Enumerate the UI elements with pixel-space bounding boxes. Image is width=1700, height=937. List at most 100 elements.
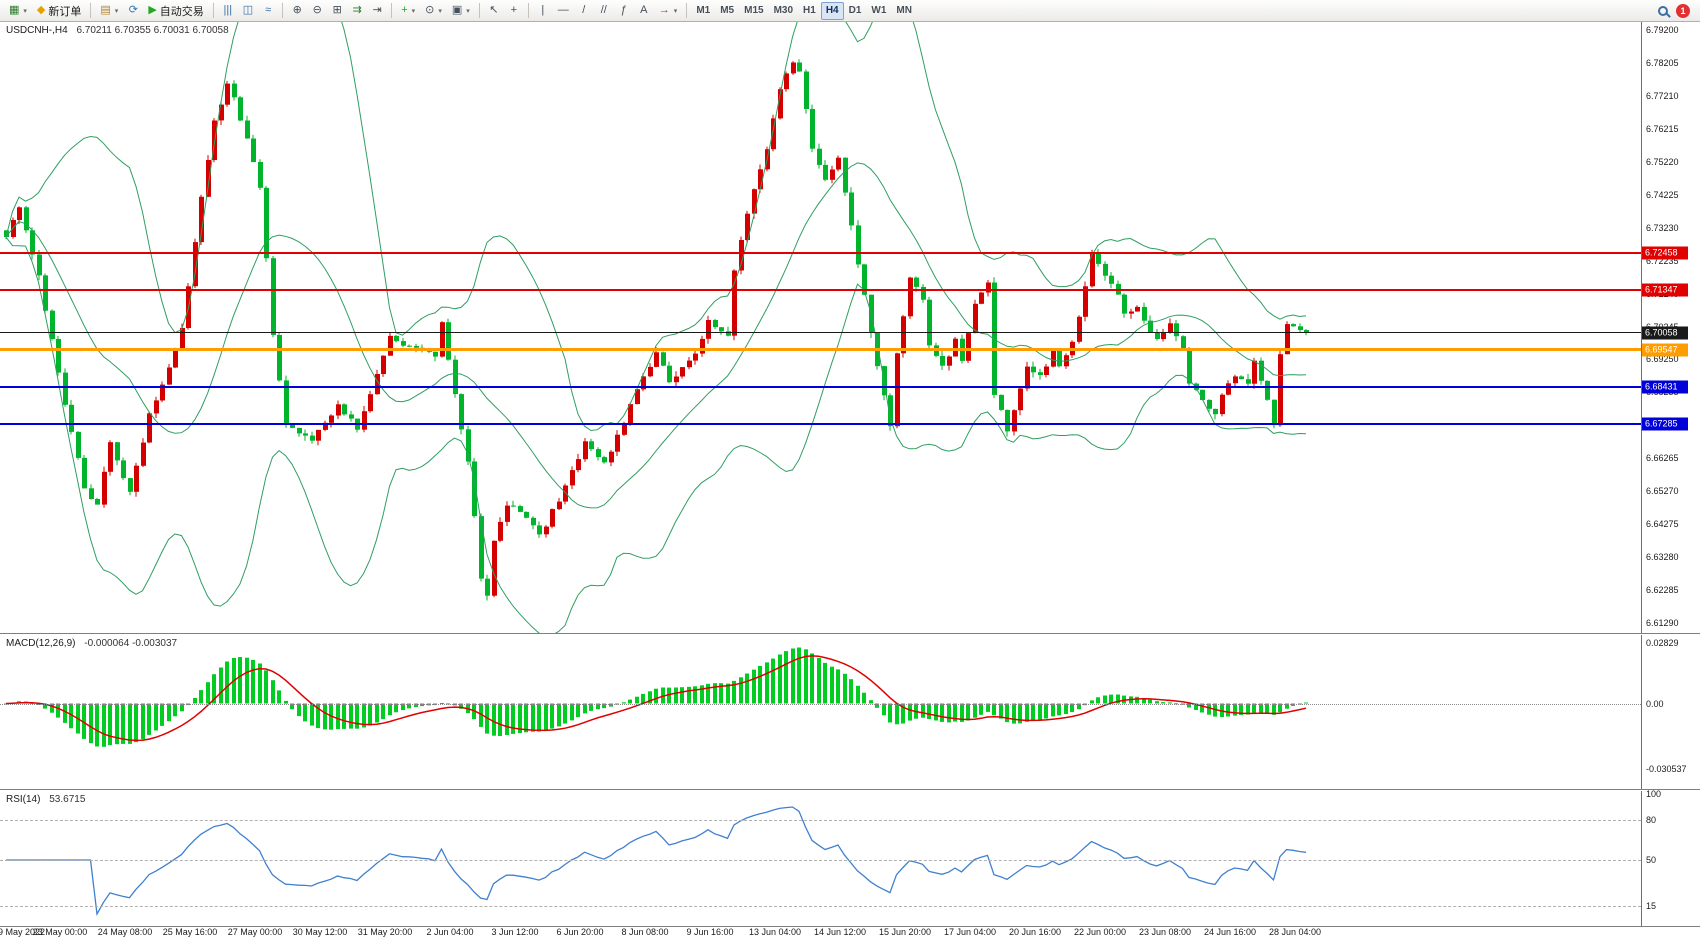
timeframe-button-m5[interactable]: M5 bbox=[720, 5, 735, 16]
timeframe-button-w1[interactable]: W1 bbox=[871, 5, 887, 16]
trendline-icon: / bbox=[582, 4, 586, 16]
macd-axis-label: 0.00 bbox=[1646, 698, 1664, 709]
macd-values: -0.000064 -0.003037 bbox=[84, 638, 178, 649]
price-hline-6.67285[interactable] bbox=[0, 423, 1641, 426]
price-hline-6.69547[interactable] bbox=[0, 348, 1641, 352]
auto-scroll-button[interactable]: ⇉ bbox=[347, 1, 367, 21]
toolbar-separator bbox=[90, 3, 92, 18]
bars-chart-button[interactable]: ||| bbox=[218, 1, 238, 21]
time-axis-label: 27 May 00:00 bbox=[227, 927, 283, 937]
candlestick-chart-icon: ◫ bbox=[242, 4, 254, 16]
new-chart-button[interactable]: ▦ ▾ bbox=[4, 1, 32, 21]
refresh-button[interactable]: ⟳ bbox=[123, 1, 143, 21]
notification-badge[interactable]: 1 bbox=[1676, 3, 1690, 18]
search-icon[interactable] bbox=[1658, 5, 1668, 16]
rsi-level-line-15 bbox=[0, 906, 1641, 908]
profiles-icon: ▤ bbox=[100, 4, 111, 16]
caret-down-icon: ▾ bbox=[23, 7, 27, 15]
auto-scroll-icon: ⇉ bbox=[352, 4, 362, 16]
macd-plot-area[interactable] bbox=[0, 635, 1641, 789]
timeframe-button-m1[interactable]: M1 bbox=[696, 5, 711, 16]
price-axis-label: 6.78205 bbox=[1646, 58, 1679, 69]
price-hline-6.68431[interactable] bbox=[0, 385, 1641, 388]
caret-down-icon: ▾ bbox=[466, 7, 470, 15]
rsi-axis[interactable]: 100 80 50 15 bbox=[1641, 789, 1700, 926]
line-chart-button[interactable]: ≈ bbox=[258, 1, 278, 21]
price-badge: 6.67285 bbox=[1642, 417, 1688, 431]
fibonacci-button[interactable]: ƒ bbox=[614, 1, 634, 21]
indicators-button[interactable]: + ▾ bbox=[396, 1, 420, 21]
time-axis-label: 25 May 16:00 bbox=[162, 927, 218, 937]
timeframe-button-m15[interactable]: M15 bbox=[744, 5, 764, 16]
time-axis-label: 31 May 20:00 bbox=[357, 927, 413, 937]
timeframe-button-d1[interactable]: D1 bbox=[848, 5, 862, 16]
rsi-level-line-80 bbox=[0, 820, 1641, 822]
toolbar-separator bbox=[282, 3, 284, 18]
time-axis[interactable]: 9 May 2022 23 May 00:00 24 May 08:00 25 May… bbox=[0, 927, 1700, 937]
price-hline-6.72458[interactable] bbox=[0, 252, 1641, 255]
vertical-line-button[interactable]: | bbox=[533, 1, 553, 21]
new-order-button[interactable]: ◆ 新订单 bbox=[32, 1, 86, 21]
periods-button[interactable]: ⊙ ▾ bbox=[420, 1, 447, 21]
indicators-plus-icon: + bbox=[401, 4, 408, 16]
toolbar-separator bbox=[391, 3, 393, 18]
rsi-axis-label: 100 bbox=[1646, 789, 1662, 799]
price-hline-6.71347[interactable] bbox=[0, 289, 1641, 292]
price-axis-label: 6.61290 bbox=[1646, 617, 1679, 628]
time-axis-label: 28 Jun 04:00 bbox=[1268, 927, 1322, 937]
cursor-button[interactable]: ↖ bbox=[484, 1, 504, 21]
auto-trading-button[interactable]: ▶ 自动交易 bbox=[143, 1, 208, 21]
time-axis-label: 17 Jun 04:00 bbox=[943, 927, 997, 937]
timeframe-button-m30[interactable]: M30 bbox=[773, 5, 794, 16]
chart-shift-button[interactable]: ⇥ bbox=[367, 1, 387, 21]
caret-down-icon: ▾ bbox=[411, 7, 416, 15]
rsi-plot-area[interactable] bbox=[0, 791, 1641, 926]
time-axis-label: 2 Jun 04:00 bbox=[426, 927, 474, 937]
time-axis-label: 6 Jun 20:00 bbox=[556, 927, 604, 937]
main-toolbar: ▦ ▾ ◆ 新订单 ▤ ▾ ⟳ ▶ 自动交易 ||| ◫ ≈ ⊕ ⊖ ⊞ ⇉ ⇥ + ▾ ⊙ ▾ ▣ ▾ ↖ + | — ///ƒ A →… bbox=[0, 0, 1700, 22]
price-axis-label: 6.63280 bbox=[1646, 551, 1679, 562]
fibonacci-icon: ƒ bbox=[620, 4, 627, 16]
price-axis-label: 6.73230 bbox=[1646, 222, 1679, 233]
rsi-value: 53.6715 bbox=[49, 794, 86, 805]
timeframe-button-h1[interactable]: H1 bbox=[803, 5, 816, 16]
chart-symbol-label: USDCNH-,H4 bbox=[6, 25, 68, 36]
chart-shift-icon: ⇥ bbox=[372, 4, 382, 16]
refresh-icon: ⟳ bbox=[128, 4, 138, 16]
zoom-in-button[interactable]: ⊕ bbox=[287, 1, 307, 21]
timeframe-button-h4[interactable]: H4 bbox=[820, 1, 844, 20]
price-axis-label: 6.66265 bbox=[1646, 453, 1679, 464]
caret-down-icon: ▾ bbox=[438, 7, 442, 15]
channel-button[interactable]: // bbox=[594, 1, 614, 21]
tile-windows-button[interactable]: ⊞ bbox=[327, 1, 347, 21]
arrows-button[interactable]: → ▾ bbox=[654, 1, 683, 21]
time-axis-label: 20 Jun 16:00 bbox=[1008, 927, 1062, 937]
price-axis-label: 6.76215 bbox=[1646, 124, 1679, 134]
price-axis-label: 6.69250 bbox=[1646, 354, 1679, 365]
vertical-line-icon: | bbox=[541, 4, 545, 16]
chart-ohlc-values: 6.70211 6.70355 6.70031 6.70058 bbox=[76, 25, 229, 36]
text-icon: A bbox=[640, 4, 648, 16]
time-axis-label: 24 Jun 16:00 bbox=[1203, 927, 1257, 937]
time-axis-label: 3 Jun 12:00 bbox=[491, 927, 539, 937]
timeframe-button-mn[interactable]: MN bbox=[896, 5, 912, 16]
zoom-out-button[interactable]: ⊖ bbox=[307, 1, 327, 21]
chart-title: USDCNH-,H4 6.70211 6.70355 6.70031 6.700… bbox=[6, 25, 229, 36]
price-hline-6.70058[interactable] bbox=[0, 332, 1641, 334]
macd-axis[interactable]: 0.02829 0.00 -0.030537 bbox=[1641, 635, 1700, 789]
trendline-button[interactable]: / bbox=[574, 1, 594, 21]
price-plot-area[interactable] bbox=[0, 22, 1641, 633]
templates-button[interactable]: ▣ ▾ bbox=[447, 1, 475, 21]
text-button[interactable]: A bbox=[634, 1, 654, 21]
horizontal-line-button[interactable]: — bbox=[553, 1, 574, 21]
price-axis[interactable]: 6.79200 6.78205 6.77210 6.76215 6.75220 6.742… bbox=[1641, 22, 1700, 633]
bars-chart-icon: ||| bbox=[223, 4, 233, 16]
clock-icon: ⊙ bbox=[425, 4, 435, 16]
chart-profiles-button[interactable]: ▤ ▾ bbox=[95, 1, 123, 21]
price-badge: 6.69547 bbox=[1642, 343, 1688, 357]
candlestick-chart-button[interactable]: ◫ bbox=[238, 1, 258, 21]
time-axis-label: 23 Jun 08:00 bbox=[1138, 927, 1192, 937]
crosshair-button[interactable]: + bbox=[504, 1, 524, 21]
macd-axis-label: -0.030537 bbox=[1646, 763, 1687, 774]
price-axis-label: 6.72235 bbox=[1646, 255, 1679, 266]
